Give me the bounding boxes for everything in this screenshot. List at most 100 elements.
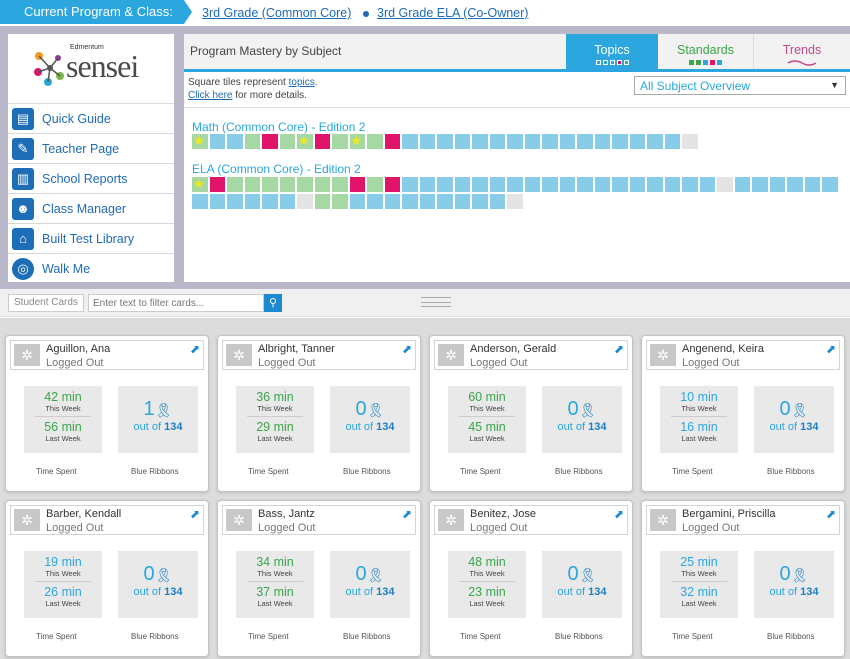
topic-tile[interactable] <box>349 133 365 149</box>
topic-tile[interactable] <box>489 134 505 149</box>
topic-tile[interactable] <box>472 177 488 192</box>
topic-tile[interactable] <box>542 134 558 149</box>
topic-tile[interactable] <box>664 134 680 149</box>
topic-tile[interactable] <box>437 177 453 192</box>
topic-tile[interactable] <box>279 134 295 149</box>
topic-tile[interactable] <box>559 177 575 192</box>
topic-tile[interactable] <box>227 177 243 192</box>
topic-tile[interactable] <box>419 134 435 149</box>
crumb-grade-link[interactable]: 3rd Grade (Common Core) <box>202 6 352 20</box>
expand-arrow-icon[interactable]: ⬈ <box>189 507 200 521</box>
topic-tile[interactable] <box>262 134 278 149</box>
topic-tile[interactable] <box>279 194 295 209</box>
topic-tile[interactable] <box>314 134 330 149</box>
topic-tile[interactable] <box>594 177 610 192</box>
sidebar-item-walk-me[interactable]: ◎ Walk Me <box>8 254 174 284</box>
topic-tile[interactable] <box>384 177 400 192</box>
topic-tile[interactable] <box>384 134 400 149</box>
logo[interactable]: Edmentum sensei <box>8 34 174 104</box>
search-icon[interactable]: ⚲ <box>264 294 282 312</box>
topic-tile[interactable] <box>454 177 470 192</box>
topic-tile[interactable] <box>524 177 540 192</box>
topic-tile[interactable] <box>227 194 243 209</box>
topic-tile[interactable] <box>612 134 628 149</box>
topic-tile[interactable] <box>769 177 785 192</box>
topic-tile[interactable] <box>489 177 505 192</box>
student-card[interactable]: ✲ Barber, Kendall Logged Out ⬈ 19 min Th… <box>5 500 209 657</box>
topic-tile[interactable] <box>349 194 365 209</box>
topic-tile[interactable] <box>244 134 260 149</box>
topic-tile[interactable] <box>454 134 470 149</box>
topic-tile[interactable] <box>332 134 348 149</box>
student-card[interactable]: ✲ Albright, Tanner Logged Out ⬈ 36 min T… <box>217 335 421 492</box>
topic-tile[interactable] <box>244 177 260 192</box>
sidebar-item-class-manager[interactable]: ☻ Class Manager <box>8 194 174 224</box>
topic-tile[interactable] <box>454 194 470 209</box>
topic-tile[interactable] <box>594 134 610 149</box>
student-card[interactable]: ✲ Aguillon, Ana Logged Out ⬈ 42 min This… <box>5 335 209 492</box>
topic-tile[interactable] <box>262 177 278 192</box>
topic-tile[interactable] <box>507 177 523 192</box>
tab-standards[interactable]: Standards <box>658 34 754 69</box>
sidebar-item-built-test-library[interactable]: ⌂ Built Test Library <box>8 224 174 254</box>
subject-overview-select[interactable]: All Subject Overview ▼ <box>634 76 846 95</box>
topic-tile[interactable] <box>332 177 348 192</box>
topic-tile[interactable] <box>699 177 715 192</box>
topic-tile[interactable] <box>297 194 313 209</box>
student-card[interactable]: ✲ Bergamini, Priscilla Logged Out ⬈ 25 m… <box>641 500 845 657</box>
topic-tile[interactable] <box>734 177 750 192</box>
expand-arrow-icon[interactable]: ⬈ <box>189 342 200 356</box>
topic-tile[interactable] <box>419 194 435 209</box>
topic-tile[interactable] <box>262 194 278 209</box>
topic-tile[interactable] <box>402 134 418 149</box>
topic-tile[interactable] <box>647 134 663 149</box>
topic-tile[interactable] <box>752 177 768 192</box>
topic-tile[interactable] <box>297 133 313 149</box>
topic-tile[interactable] <box>577 134 593 149</box>
topic-tile[interactable] <box>682 177 698 192</box>
topic-tile[interactable] <box>209 134 225 149</box>
topic-tile[interactable] <box>402 194 418 209</box>
topic-tile[interactable] <box>297 177 313 192</box>
topic-tile[interactable] <box>227 134 243 149</box>
topic-tile[interactable] <box>577 177 593 192</box>
topic-tile[interactable] <box>489 194 505 209</box>
topic-tile[interactable] <box>384 194 400 209</box>
topic-tile[interactable] <box>279 177 295 192</box>
subject-title-math[interactable]: Math (Common Core) - Edition 2 <box>192 120 366 134</box>
student-card[interactable]: ✲ Anderson, Gerald Logged Out ⬈ 60 min T… <box>429 335 633 492</box>
topic-tile[interactable] <box>367 194 383 209</box>
topic-tile[interactable] <box>804 177 820 192</box>
topic-tile[interactable] <box>787 177 803 192</box>
tab-trends[interactable]: Trends <box>754 34 850 69</box>
topic-tile[interactable] <box>717 177 733 192</box>
click-here-link[interactable]: Click here <box>188 90 233 101</box>
topic-tile[interactable] <box>209 194 225 209</box>
topic-tile[interactable] <box>314 177 330 192</box>
topic-tile[interactable] <box>629 177 645 192</box>
expand-arrow-icon[interactable]: ⬈ <box>825 507 836 521</box>
topic-tile[interactable] <box>437 134 453 149</box>
topic-tile[interactable] <box>472 134 488 149</box>
topic-tile[interactable] <box>542 177 558 192</box>
student-card[interactable]: ✲ Angenend, Keira Logged Out ⬈ 10 min Th… <box>641 335 845 492</box>
expand-arrow-icon[interactable]: ⬈ <box>613 342 624 356</box>
topic-tile[interactable] <box>314 194 330 209</box>
topic-tile[interactable] <box>349 177 365 192</box>
topic-tile[interactable] <box>367 177 383 192</box>
topic-tile[interactable] <box>664 177 680 192</box>
topic-tile[interactable] <box>244 194 260 209</box>
topic-tile[interactable] <box>402 177 418 192</box>
sidebar-item-school-reports[interactable]: ▥ School Reports <box>8 164 174 194</box>
resize-handle-icon[interactable] <box>421 297 451 307</box>
topic-tile[interactable] <box>612 177 628 192</box>
crumb-class-link[interactable]: 3rd Grade ELA (Co-Owner) <box>377 6 529 20</box>
topic-tile[interactable] <box>524 134 540 149</box>
topic-tile[interactable] <box>209 177 225 192</box>
student-card[interactable]: ✲ Benitez, Jose Logged Out ⬈ 48 min This… <box>429 500 633 657</box>
student-card[interactable]: ✲ Bass, Jantz Logged Out ⬈ 34 min This W… <box>217 500 421 657</box>
expand-arrow-icon[interactable]: ⬈ <box>825 342 836 356</box>
expand-arrow-icon[interactable]: ⬈ <box>401 342 412 356</box>
sidebar-item-quick-guide[interactable]: ▤ Quick Guide <box>8 104 174 134</box>
topic-tile[interactable] <box>332 194 348 209</box>
